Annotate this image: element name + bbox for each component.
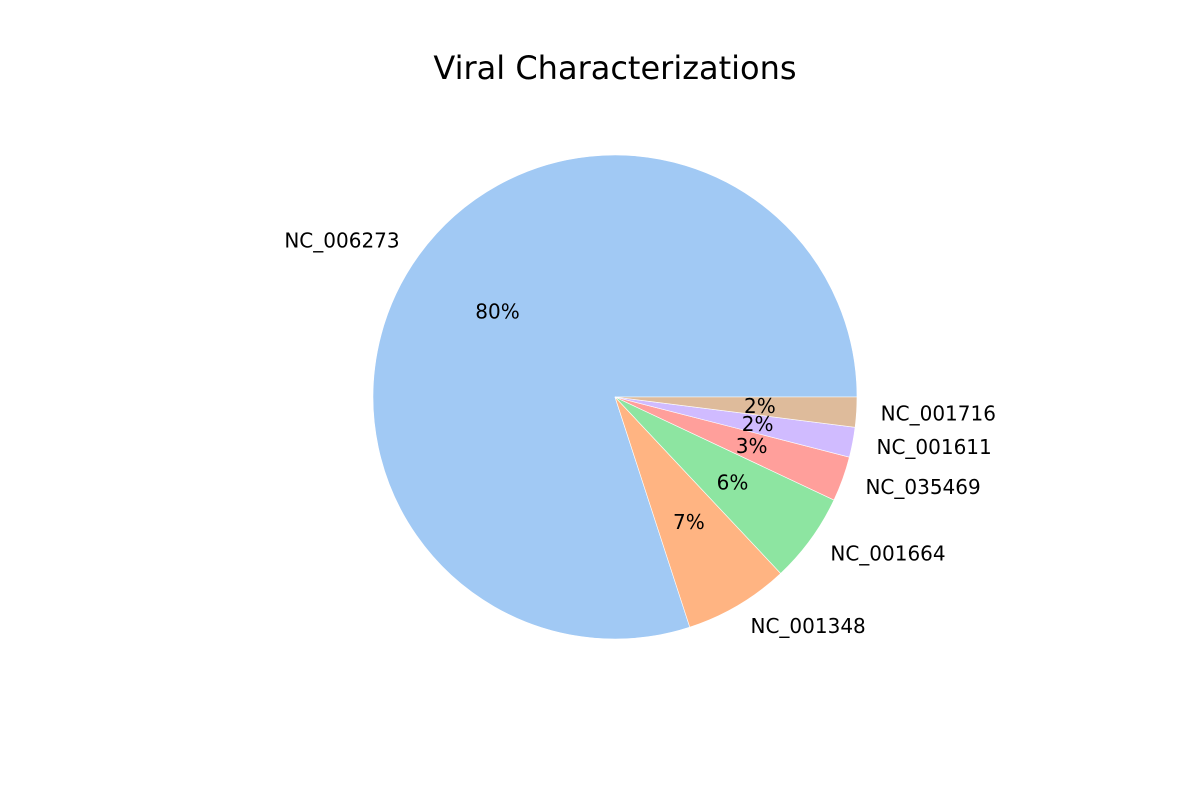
category-label: NC_001716 xyxy=(881,402,996,426)
category-label: NC_035469 xyxy=(865,475,980,499)
category-label: NC_006273 xyxy=(284,229,399,253)
pie-slice-nc-001348 xyxy=(614,396,782,628)
category-label: NC_001348 xyxy=(751,614,866,638)
pie-slice-nc-001716 xyxy=(614,396,858,428)
percent-label: 7% xyxy=(673,510,705,534)
category-label: NC_001664 xyxy=(830,541,945,565)
percent-label: 6% xyxy=(717,470,749,494)
percent-label: 2% xyxy=(742,412,774,436)
category-labels: NC_006273 NC_001348 NC_001664 NC_035469 NC_0… xyxy=(284,229,996,639)
percent-labels: 80%7%6%3%2%2% xyxy=(475,300,775,534)
percent-label: 2% xyxy=(744,394,776,418)
percent-label: 3% xyxy=(736,434,768,458)
percent-label: 80% xyxy=(475,300,519,324)
pie-slices xyxy=(372,154,858,640)
category-label: NC_001611 xyxy=(876,435,991,459)
pie-slice-nc-006273 xyxy=(372,154,858,640)
chart-title: Viral Characterizations xyxy=(433,49,796,87)
